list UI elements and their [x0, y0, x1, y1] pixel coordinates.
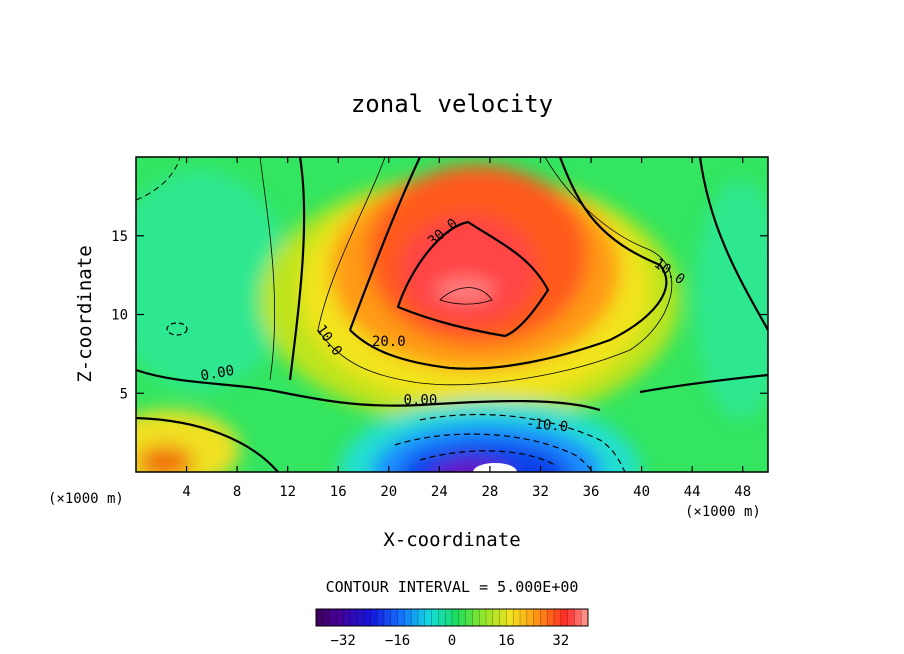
colorbar-segment — [377, 609, 385, 626]
contour-label: 0.00 — [404, 392, 438, 408]
contour-interval-label: CONTOUR INTERVAL = 5.000E+00 — [326, 578, 579, 596]
colorbar-segment — [343, 609, 351, 626]
x-tick-label: 48 — [734, 484, 751, 500]
colorbar-segment — [390, 609, 399, 626]
x-tick-label: 40 — [633, 484, 650, 500]
colorbar-segment — [316, 609, 324, 626]
colorbar-segment — [520, 609, 528, 626]
x-tick-label: 28 — [481, 484, 498, 500]
x-tick-label: 20 — [380, 484, 397, 500]
contour-lines — [136, 157, 768, 472]
x-unit-left: (×1000 m) — [48, 491, 124, 507]
colorbar-segment — [445, 609, 453, 626]
x-tick-label: 4 — [182, 484, 190, 500]
colorbar-segment — [431, 609, 439, 626]
colorbar-segment — [574, 609, 582, 626]
colorbar-tick-label: 16 — [498, 633, 515, 649]
x-unit-right: (×1000 m) — [685, 504, 761, 520]
x-tick-label: 24 — [431, 484, 448, 500]
y-tick-label: 15 — [111, 229, 128, 245]
colorbar-segment — [363, 609, 371, 626]
y-tick-label: 5 — [120, 386, 128, 402]
colorbar-segment — [438, 609, 446, 626]
colorbar-segment — [581, 609, 589, 626]
x-tick-label: 32 — [532, 484, 549, 500]
x-axis-title: X-coordinate — [383, 529, 520, 551]
x-tick-label: 36 — [583, 484, 600, 500]
y-axis: 5 10 15 — [111, 229, 768, 402]
colorbar-segment — [458, 609, 467, 626]
colorbar-segment — [533, 609, 541, 626]
colorbar-segment — [506, 609, 514, 626]
colorbar-frame — [315, 608, 589, 627]
colorbar-segment — [513, 609, 521, 626]
colorbar-segment — [397, 609, 405, 626]
colorbar-segment — [492, 609, 501, 626]
colorbar-segment — [424, 609, 433, 626]
colorbar-segment — [472, 609, 480, 626]
colorbar-segment — [356, 609, 365, 626]
colorbar-segment — [465, 609, 473, 626]
colorbar-segment — [560, 609, 569, 626]
plot-field — [136, 157, 768, 472]
colorbar-segment — [526, 609, 535, 626]
x-tick-label: 12 — [279, 484, 296, 500]
colorbar-tick-label: 0 — [448, 633, 456, 649]
colorbar-ticks: −32 −16 0 16 32 — [331, 633, 570, 649]
undefined-region — [473, 463, 517, 472]
colorbar-tick-label: −16 — [385, 633, 410, 649]
colorbar-segment — [547, 609, 555, 626]
y-axis-title: Z-coordinate — [74, 245, 96, 382]
colorbar-segment — [384, 609, 392, 626]
colorbar-segment — [411, 609, 419, 626]
contour-label: -10.0 — [525, 416, 568, 436]
colorbar-segment — [336, 609, 344, 626]
colorbar-segment — [322, 609, 331, 626]
colorbar-segment — [404, 609, 412, 626]
field-shading — [136, 165, 768, 472]
chart-title: zonal velocity — [351, 90, 553, 118]
colorbar-segment — [350, 609, 358, 626]
x-tick-label: 16 — [330, 484, 347, 500]
colorbar-segment — [540, 609, 548, 626]
colorbar-segment — [499, 609, 507, 626]
colorbar-tick-label: −32 — [331, 633, 356, 649]
colorbar-segment — [329, 609, 337, 626]
colorbar-segment — [479, 609, 487, 626]
colorbar-segment — [418, 609, 426, 626]
x-axis: 4 8 12 16 20 24 28 32 36 40 44 48 — [182, 157, 751, 500]
colorbar-segment — [486, 609, 494, 626]
x-tick-label: 8 — [233, 484, 241, 500]
y-tick-label: 10 — [111, 308, 128, 324]
colorbar-segment — [370, 609, 378, 626]
contour-label: 20.0 — [372, 334, 406, 350]
x-tick-label: 44 — [684, 484, 701, 500]
colorbar-tick-label: 32 — [552, 633, 569, 649]
contour-label: 0.00 — [199, 363, 235, 385]
colorbar — [315, 608, 589, 627]
colorbar-segment — [567, 609, 575, 626]
colorbar-segment — [452, 609, 460, 626]
colorbar-segment — [554, 609, 562, 626]
